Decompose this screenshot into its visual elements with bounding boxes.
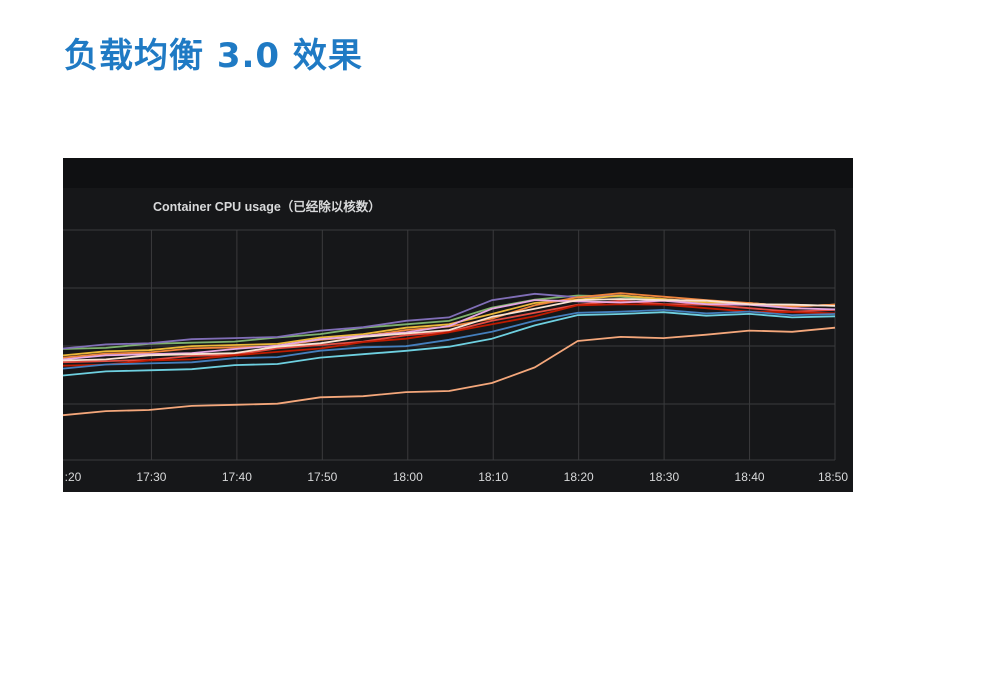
x-tick-label: 18:40	[734, 470, 765, 484]
line-series-darkred[interactable]	[63, 303, 836, 367]
x-tick-label: 17:40	[221, 470, 252, 484]
panel-header-bar	[63, 158, 853, 188]
x-tick-label: 18:20	[563, 470, 594, 484]
x-tick-label: 18:30	[649, 470, 680, 484]
x-tick-label: 17:30	[136, 470, 167, 484]
line-series-blue[interactable]	[63, 308, 836, 370]
cpu-usage-line-chart[interactable]	[63, 158, 853, 492]
line-series-pink[interactable]	[63, 299, 836, 361]
panel-title[interactable]: Container CPU usage（已经除以核数）	[153, 200, 381, 214]
x-tick-label: 18:50	[817, 470, 849, 484]
x-tick-label: 17:50	[307, 470, 338, 484]
x-tick-label: 18:10	[478, 470, 509, 484]
slide-title: 负载均衡 3.0 效果	[64, 36, 363, 76]
x-tick-label: 18:00	[392, 470, 423, 484]
line-series-salmon[interactable]	[63, 326, 836, 417]
line-series-lightblue[interactable]	[63, 311, 836, 377]
line-series-yellow[interactable]	[63, 294, 836, 357]
line-series-cream[interactable]	[63, 298, 836, 362]
x-tick-label: :20	[64, 470, 82, 484]
chart-panel: Container CPU usage（已经除以核数） :20 17:30 17:4…	[63, 158, 853, 492]
